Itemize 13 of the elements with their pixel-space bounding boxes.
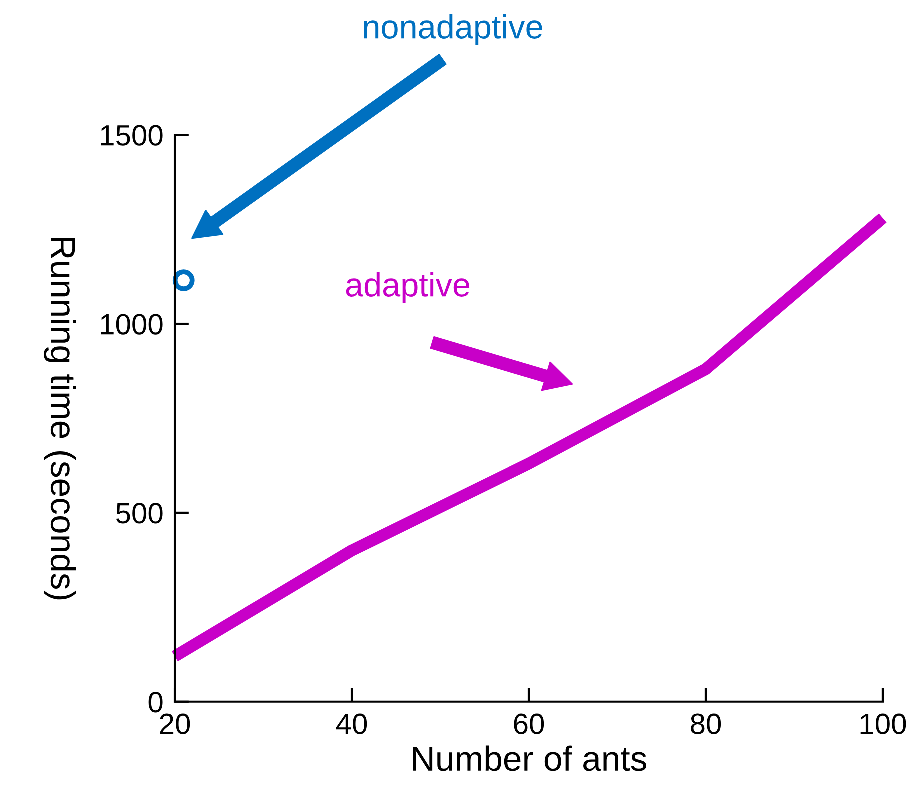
y-axis-title: Running time (seconds) xyxy=(44,238,76,600)
y-tick-label: 1000 xyxy=(101,314,163,335)
x-axis-title: Number of ants xyxy=(413,746,646,772)
text: nonadaptive xyxy=(364,14,542,46)
annotation: adaptive xyxy=(346,272,470,304)
y-tick-label: 500 xyxy=(116,503,163,524)
x-tick-label: 20 xyxy=(160,714,190,734)
x-tick-label: 40 xyxy=(336,714,368,734)
y-tick-label: 0 xyxy=(148,692,163,713)
y-tick-label: 1500 xyxy=(101,125,163,146)
x-tick-label: 100 xyxy=(860,714,906,734)
x-tick-label: 80 xyxy=(691,714,722,734)
x-tick-label: 60 xyxy=(514,714,544,734)
